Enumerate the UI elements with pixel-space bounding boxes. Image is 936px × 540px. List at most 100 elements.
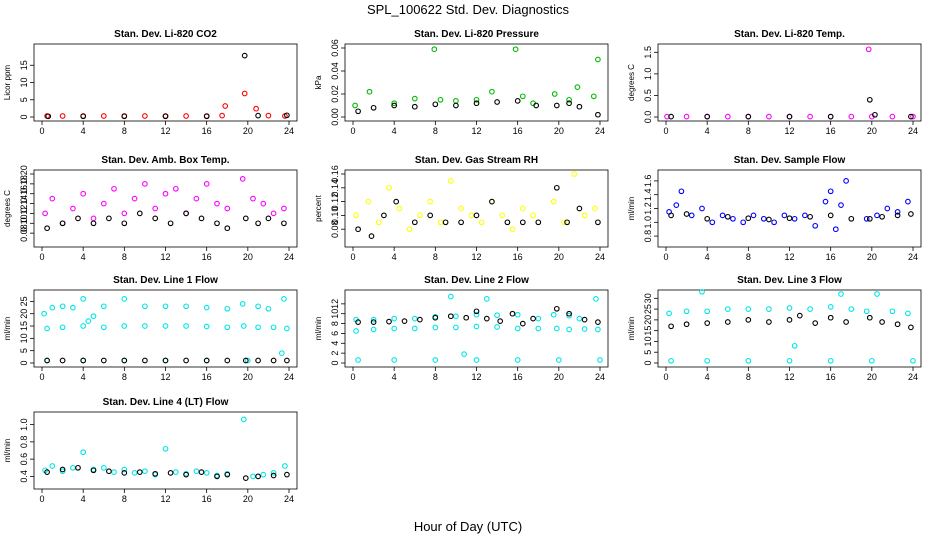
data-point	[432, 101, 439, 108]
data-point	[183, 303, 189, 310]
data-point	[411, 315, 418, 322]
x-tick-label: 24	[284, 126, 294, 136]
data-point	[90, 313, 97, 320]
data-point	[224, 305, 231, 312]
data-point	[49, 304, 56, 311]
y-tick-label: 12	[330, 299, 340, 309]
data-point	[239, 301, 246, 307]
data-point	[417, 212, 423, 219]
y-tick-label: 15	[19, 60, 29, 70]
panel-title: Stan. Dev. Li-820 Pressure	[414, 29, 539, 40]
data-point	[284, 357, 290, 364]
data-point	[581, 212, 588, 219]
data-point	[282, 463, 288, 469]
data-point	[45, 113, 52, 120]
data-point	[863, 215, 870, 222]
y-tick-label: 1.0	[643, 216, 653, 229]
x-tick-label: 24	[284, 494, 294, 504]
data-point	[494, 312, 500, 319]
data-point	[889, 308, 896, 315]
data-point	[121, 470, 128, 476]
data-point	[593, 296, 599, 302]
data-point	[555, 357, 562, 363]
data-point	[865, 46, 872, 53]
data-point	[193, 468, 200, 475]
y-tick-label: 10	[643, 336, 653, 346]
y-tick-label: 10	[19, 77, 29, 87]
data-point	[70, 205, 76, 212]
data-point	[432, 314, 439, 321]
x-tick-label: 4	[392, 126, 397, 136]
x-tick-label: 16	[202, 372, 212, 382]
data-point	[42, 210, 48, 217]
data-point	[121, 323, 128, 329]
data-point	[70, 464, 76, 471]
y-tick-label: 0.10	[330, 207, 340, 225]
data-point	[463, 314, 470, 321]
y-tick-label: 0.5	[643, 89, 653, 102]
data-point	[704, 215, 711, 222]
data-point	[224, 357, 231, 364]
data-point	[162, 357, 169, 364]
data-point	[576, 315, 583, 322]
data-point	[905, 310, 911, 317]
data-point	[473, 96, 480, 103]
data-point	[401, 318, 408, 324]
x-tick-label: 16	[513, 372, 523, 382]
x-tick-label: 12	[160, 252, 170, 262]
data-point	[90, 215, 97, 222]
data-point	[59, 466, 66, 473]
y-tick-label: 0.4	[19, 470, 29, 483]
data-point	[417, 316, 423, 323]
data-point	[590, 93, 597, 100]
data-point	[80, 323, 87, 329]
data-point	[704, 320, 711, 326]
x-tick-label: 20	[867, 372, 877, 382]
data-point	[827, 314, 834, 321]
x-tick-label: 16	[202, 494, 212, 504]
panel-title: Stan. Dev. Amb. Box Temp.	[101, 155, 229, 166]
panel-title: Stan. Dev. Line 3 Flow	[737, 275, 842, 286]
data-point	[535, 325, 542, 332]
data-point	[595, 326, 601, 333]
data-point	[142, 303, 148, 310]
series-1	[42, 416, 288, 480]
data-point	[553, 184, 560, 191]
data-point	[214, 200, 220, 207]
data-point	[872, 111, 878, 118]
y-axis-label: ml/min	[627, 197, 636, 221]
y-tick-label: 0.08	[330, 220, 340, 238]
x-tick-label: 8	[122, 494, 127, 504]
data-point	[889, 113, 896, 120]
data-point	[253, 105, 259, 112]
data-point	[473, 323, 480, 330]
data-point	[260, 200, 267, 207]
data-point	[224, 471, 231, 478]
plot-frame	[657, 289, 922, 368]
data-point	[250, 473, 256, 480]
data-point	[453, 324, 459, 331]
data-point	[827, 188, 834, 195]
data-point	[595, 111, 601, 118]
data-point	[121, 220, 128, 227]
y-tick-label: 30	[643, 293, 653, 303]
data-point	[121, 466, 128, 473]
data-point	[59, 113, 66, 119]
data-point	[80, 357, 87, 364]
data-point	[535, 315, 542, 322]
plot-frame	[33, 169, 298, 248]
series-2	[668, 211, 914, 223]
data-point	[106, 468, 112, 475]
data-point	[827, 113, 834, 120]
data-point	[512, 46, 519, 53]
data-point	[427, 198, 434, 205]
data-point	[352, 102, 358, 109]
data-point	[553, 325, 560, 332]
x-tick-label: 8	[122, 126, 127, 136]
panel-title: Stan. Dev. Li-820 Temp.	[734, 29, 845, 40]
data-point	[704, 113, 711, 120]
data-point	[530, 212, 536, 219]
data-point	[203, 304, 210, 311]
data-point	[142, 357, 148, 364]
data-point	[265, 215, 272, 222]
